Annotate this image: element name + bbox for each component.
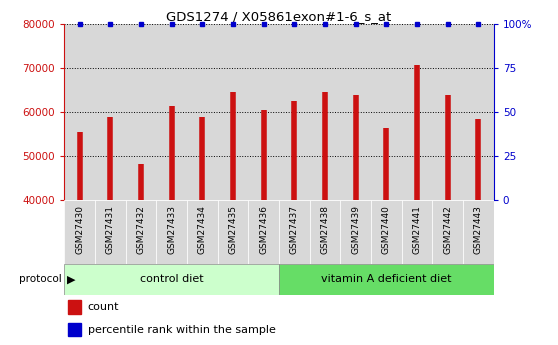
Bar bbox=[279, 200, 310, 264]
Text: count: count bbox=[88, 302, 119, 312]
Bar bbox=[463, 200, 494, 264]
Bar bbox=[310, 24, 340, 200]
Text: GSM27437: GSM27437 bbox=[290, 205, 299, 254]
Bar bbox=[218, 24, 248, 200]
Bar bbox=[69, 323, 81, 336]
Bar bbox=[156, 200, 187, 264]
Text: percentile rank within the sample: percentile rank within the sample bbox=[88, 325, 276, 335]
Bar bbox=[126, 200, 156, 264]
Text: control diet: control diet bbox=[140, 275, 204, 284]
Text: GSM27439: GSM27439 bbox=[351, 205, 360, 254]
Bar bbox=[371, 200, 402, 264]
Text: protocol: protocol bbox=[18, 275, 61, 284]
Title: GDS1274 / X05861exon#1-6_s_at: GDS1274 / X05861exon#1-6_s_at bbox=[166, 10, 392, 23]
Bar bbox=[95, 200, 126, 264]
Bar bbox=[432, 24, 463, 200]
Bar bbox=[432, 200, 463, 264]
Text: GSM27432: GSM27432 bbox=[136, 205, 146, 254]
Text: ▶: ▶ bbox=[67, 275, 75, 284]
Bar bbox=[340, 24, 371, 200]
Text: GSM27440: GSM27440 bbox=[382, 205, 391, 254]
Text: vitamin A deficient diet: vitamin A deficient diet bbox=[321, 275, 451, 284]
Bar bbox=[402, 24, 432, 200]
Bar bbox=[218, 200, 248, 264]
Text: GSM27431: GSM27431 bbox=[105, 205, 115, 254]
Bar bbox=[371, 24, 402, 200]
Bar bbox=[64, 264, 279, 295]
Bar bbox=[95, 24, 126, 200]
Bar bbox=[340, 200, 371, 264]
Bar bbox=[126, 24, 156, 200]
Text: GSM27433: GSM27433 bbox=[167, 205, 176, 254]
Bar bbox=[310, 200, 340, 264]
Text: GSM27438: GSM27438 bbox=[320, 205, 330, 254]
Bar bbox=[463, 24, 494, 200]
Bar bbox=[248, 200, 279, 264]
Text: GSM27443: GSM27443 bbox=[474, 205, 483, 254]
Text: GSM27442: GSM27442 bbox=[443, 205, 453, 254]
Bar bbox=[187, 200, 218, 264]
Bar bbox=[279, 264, 494, 295]
Bar bbox=[64, 24, 95, 200]
Bar bbox=[187, 24, 218, 200]
Text: GSM27434: GSM27434 bbox=[198, 205, 207, 254]
Bar bbox=[279, 24, 310, 200]
Text: GSM27441: GSM27441 bbox=[412, 205, 422, 254]
Bar bbox=[69, 300, 81, 314]
Text: GSM27435: GSM27435 bbox=[228, 205, 238, 254]
Text: GSM27430: GSM27430 bbox=[75, 205, 84, 254]
Bar bbox=[64, 200, 95, 264]
Bar bbox=[156, 24, 187, 200]
Bar bbox=[402, 200, 432, 264]
Bar bbox=[248, 24, 279, 200]
Text: GSM27436: GSM27436 bbox=[259, 205, 268, 254]
